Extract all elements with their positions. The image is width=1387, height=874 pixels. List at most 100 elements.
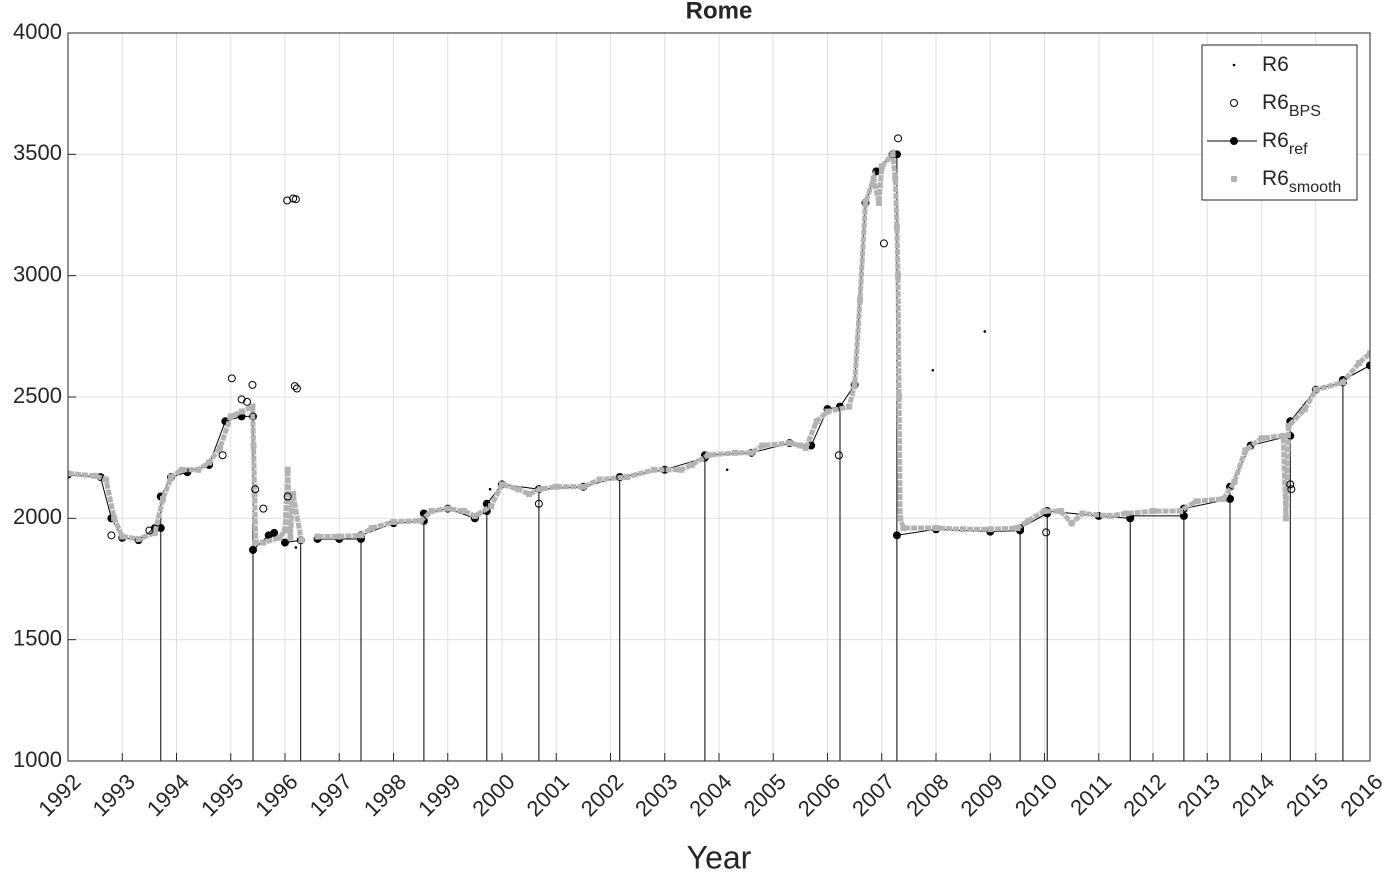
point [983, 330, 987, 333]
point [931, 369, 935, 372]
square [119, 533, 126, 540]
square [870, 175, 877, 182]
open-circle [283, 196, 292, 205]
square [471, 512, 478, 519]
square [536, 486, 543, 493]
square [650, 466, 657, 473]
open-circle [107, 531, 116, 540]
square [216, 444, 223, 451]
square [824, 408, 831, 415]
x-tick-label: 2000 [467, 769, 519, 821]
square [960, 526, 967, 533]
square [249, 403, 256, 410]
square [284, 466, 291, 473]
square [705, 452, 712, 459]
square [1057, 508, 1064, 515]
square [282, 527, 288, 534]
square [227, 413, 234, 420]
square [1106, 512, 1113, 519]
x-tick-label: 1999 [413, 769, 465, 821]
open-circle [259, 504, 268, 513]
x-tick-label: 1998 [359, 769, 411, 821]
x-tick-label: 2013 [1173, 769, 1225, 821]
square [1242, 447, 1249, 454]
y-tick-label: 4000 [13, 19, 62, 44]
square [1041, 508, 1048, 515]
square [251, 491, 258, 498]
x-tick-label: 1997 [305, 769, 357, 821]
x-tick-label: 2015 [1281, 769, 1333, 821]
square [195, 466, 202, 473]
x-tick-label: 1994 [142, 769, 194, 821]
open-circle [283, 492, 292, 501]
square [1068, 520, 1075, 527]
legend-subscript: ref [1289, 141, 1308, 158]
square [851, 381, 858, 388]
square [1079, 510, 1086, 517]
square [797, 442, 804, 449]
open-circle [218, 451, 227, 460]
square [417, 517, 424, 524]
square [897, 515, 904, 522]
square [159, 495, 166, 502]
square [1014, 525, 1021, 532]
square [933, 525, 939, 532]
x-axis-label: Year [687, 839, 752, 874]
x-tick-label: 2003 [630, 769, 682, 821]
x-tick-label: 2004 [684, 769, 736, 821]
square [748, 449, 755, 456]
x-tick-label: 2010 [1010, 769, 1062, 821]
legend-label: R6ref [1262, 129, 1308, 159]
open-circle [534, 499, 543, 508]
legend-name: R6 [1262, 91, 1289, 114]
square [896, 394, 903, 400]
square [290, 491, 297, 498]
square [276, 534, 283, 541]
square [1258, 435, 1265, 442]
axes-box [67, 32, 1371, 762]
legend-subscript: smooth [1289, 179, 1341, 196]
square [444, 505, 451, 512]
x-tick-label: 2006 [793, 769, 845, 821]
square [623, 474, 630, 481]
x-tick-label: 2014 [1227, 769, 1279, 821]
x-tick-label: 2009 [956, 769, 1008, 821]
square [428, 508, 435, 515]
square [287, 534, 294, 541]
plot-content [68, 134, 1370, 761]
chart-title: Rome [686, 0, 753, 24]
square [895, 272, 902, 279]
square [135, 535, 142, 542]
open-circle [1287, 485, 1296, 494]
point [294, 546, 298, 549]
square [238, 408, 245, 415]
open-circle [1230, 99, 1238, 107]
square [1285, 423, 1292, 430]
square [892, 175, 899, 182]
x-tick-label: 2002 [576, 769, 628, 821]
open-circle [894, 134, 903, 143]
square [759, 442, 766, 449]
x-tick-label: 2008 [901, 769, 953, 821]
square [813, 418, 820, 425]
legend-label: R6 [1262, 53, 1289, 76]
square [92, 472, 99, 479]
legend-label: R6BPS [1262, 91, 1321, 121]
square [499, 481, 505, 488]
y-tick-label: 1000 [13, 747, 62, 772]
square [987, 526, 994, 533]
square [314, 533, 321, 540]
x-tick-label: 1992 [33, 769, 85, 821]
square [1150, 508, 1156, 515]
filled-circle [156, 524, 165, 533]
square [732, 449, 739, 456]
square [1231, 176, 1237, 182]
square [390, 518, 397, 525]
square [876, 199, 883, 206]
legend-subscript: BPS [1289, 103, 1321, 120]
square [893, 224, 900, 231]
square [862, 199, 869, 206]
filled-circle [1366, 361, 1370, 370]
